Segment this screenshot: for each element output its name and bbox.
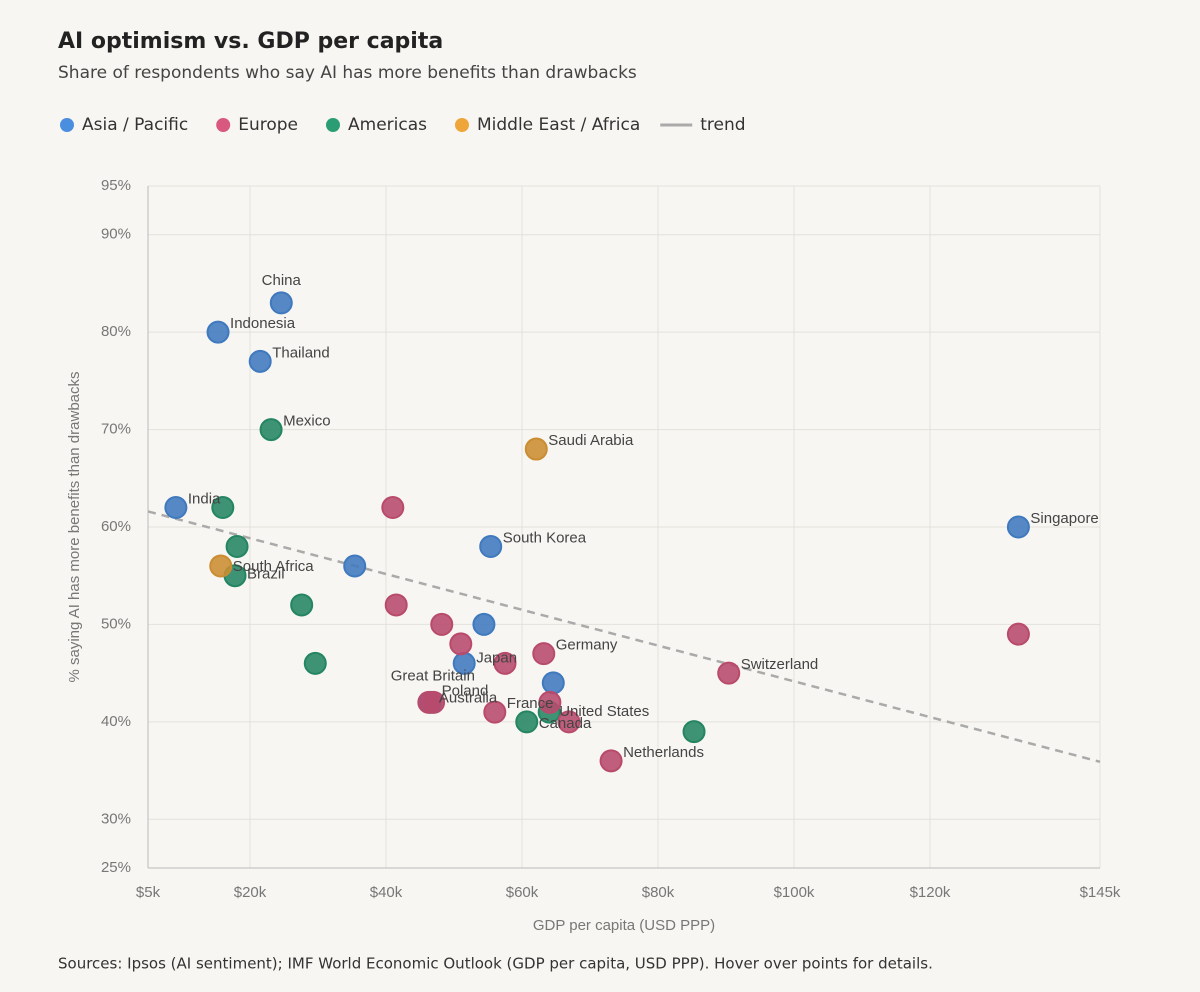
point-label: Thailand	[272, 344, 330, 361]
point	[343, 554, 367, 578]
point-label: Switzerland	[741, 656, 819, 673]
point	[682, 720, 706, 744]
point-label: France	[507, 695, 554, 712]
point	[248, 349, 272, 373]
point-label: Japan	[476, 649, 517, 666]
point	[557, 710, 581, 734]
y-tick-label: 60%	[101, 518, 131, 535]
point	[479, 534, 503, 558]
point	[225, 534, 249, 558]
point	[381, 496, 405, 520]
legend-label: trend	[700, 115, 745, 135]
point	[524, 437, 548, 461]
x-tick-label: $100k	[774, 884, 815, 901]
trend-line	[147, 510, 1101, 764]
x-tick-label: $40k	[370, 884, 403, 901]
point-label: India	[188, 490, 221, 507]
legend-label: Europe	[238, 115, 298, 135]
point	[1006, 622, 1030, 646]
y-axis-title: % saying AI has more benefits than drawb…	[66, 371, 83, 682]
legend-marker	[216, 118, 231, 132]
point	[206, 320, 230, 344]
x-axis-title: GDP per capita (USD PPP)	[533, 917, 715, 934]
legend-marker	[326, 118, 340, 132]
point-label: United States	[559, 703, 649, 720]
point	[493, 651, 517, 675]
point	[541, 671, 565, 695]
point-label: Indonesia	[230, 315, 296, 332]
point	[430, 612, 454, 636]
point	[449, 632, 473, 656]
point-label: Great Britain	[391, 667, 475, 684]
point	[717, 661, 741, 685]
source-note: Sources: Ipsos (AI sentiment); IMF World…	[58, 955, 933, 973]
y-tick-label: 95%	[101, 177, 131, 194]
point	[599, 749, 623, 773]
y-tick-label: 30%	[101, 810, 131, 827]
point	[259, 418, 283, 442]
point-label: Canada	[539, 715, 592, 732]
point-label: Mexico	[283, 413, 331, 430]
point-label: Poland	[442, 682, 489, 699]
point	[384, 593, 408, 617]
y-tick-label: 25%	[101, 859, 131, 876]
point	[422, 690, 446, 714]
point-label: Singapore	[1030, 510, 1098, 527]
legend-label: Middle East / Africa	[477, 115, 640, 135]
point	[515, 710, 539, 734]
point-label: Netherlands	[623, 744, 704, 761]
point	[532, 642, 556, 666]
legend-marker	[60, 118, 74, 132]
point	[483, 700, 507, 724]
chart-subtitle: Share of respondents who say AI has more…	[58, 63, 637, 83]
point	[164, 496, 188, 520]
legend-marker	[454, 118, 469, 132]
point-label: Australia	[439, 689, 498, 706]
y-tick-label: 80%	[101, 323, 131, 340]
point-label: South Africa	[233, 558, 315, 575]
y-tick-label: 70%	[101, 421, 131, 438]
point	[269, 291, 293, 315]
legend-label: Asia / Pacific	[82, 115, 188, 135]
point-label: Brazil	[247, 566, 285, 583]
x-tick-label: $145k	[1080, 884, 1121, 901]
point	[538, 690, 562, 714]
point	[1006, 515, 1030, 539]
x-tick-label: $80k	[642, 884, 675, 901]
x-tick-label: $5k	[136, 884, 161, 901]
point	[211, 496, 235, 520]
x-tick-label: $20k	[234, 884, 267, 901]
point-label: Saudi Arabia	[548, 432, 634, 449]
point-label: China	[262, 272, 302, 289]
point-label: Germany	[556, 637, 618, 654]
point	[209, 554, 233, 578]
y-tick-label: 90%	[101, 226, 131, 243]
y-tick-label: 40%	[101, 713, 131, 730]
point-label: South Korea	[503, 529, 587, 546]
x-tick-label: $120k	[910, 884, 951, 901]
point	[472, 612, 496, 636]
point	[290, 593, 314, 617]
chart-title: AI optimism vs. GDP per capita	[58, 29, 443, 54]
point	[303, 651, 327, 675]
legend-label: Americas	[348, 115, 427, 135]
y-tick-label: 50%	[101, 615, 131, 632]
x-tick-label: $60k	[506, 884, 539, 901]
